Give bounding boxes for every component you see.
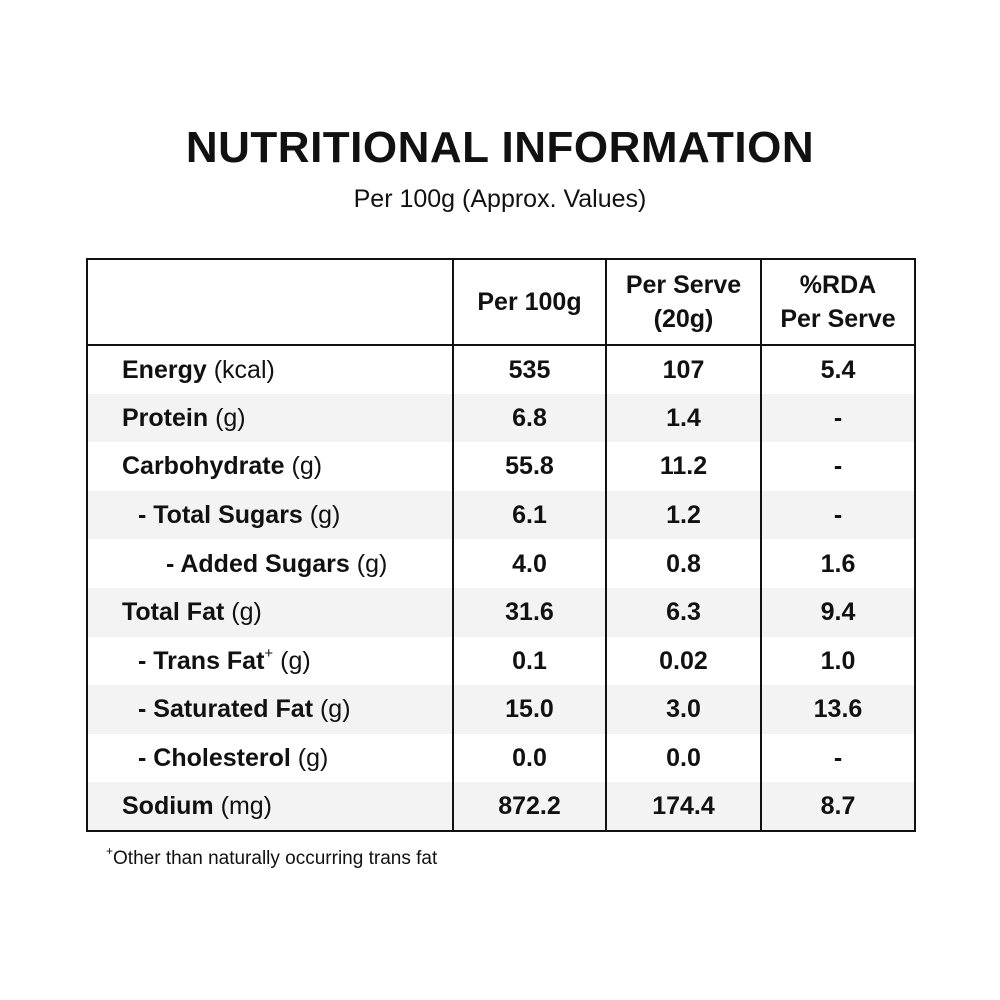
- header-per-100g: Per 100g: [452, 259, 606, 346]
- nutrient-name: Total Fat: [122, 598, 225, 627]
- nutrient-name: Carbohydrate: [122, 452, 285, 481]
- header-per-100g-label: Per 100g: [477, 288, 582, 316]
- rda-value: -: [760, 442, 915, 491]
- nutrient-name: Energy: [122, 355, 207, 384]
- footnote-marker: +: [106, 843, 114, 858]
- nutrient-unit: (g): [309, 501, 341, 530]
- trans-fat-superscript: +: [264, 644, 274, 662]
- page-subtitle: Per 100g (Approx. Values): [353, 185, 647, 213]
- nutrient-label: Carbohydrate (g): [87, 442, 453, 491]
- nutrient-unit: (g): [297, 744, 329, 773]
- rda-value: -: [760, 393, 915, 443]
- rda-value: 13.6: [760, 685, 915, 734]
- nutrient-unit: (g): [319, 695, 351, 724]
- header-nutrient: [87, 259, 453, 346]
- nutrient-label: - Trans Fat+ (g): [87, 637, 453, 686]
- nutrient-name: - Saturated Fat: [138, 695, 314, 724]
- rda-value: 9.4: [760, 587, 915, 637]
- per-serve-value: 0.0: [605, 733, 761, 783]
- nutrient-label: - Saturated Fat (g): [87, 685, 453, 734]
- per-serve-value: 6.3: [605, 587, 761, 637]
- nutrient-unit: (g): [356, 549, 388, 578]
- nutrient-name: - Added Sugars: [166, 549, 350, 578]
- header-rda-label: %RDA Per Serve: [780, 271, 896, 333]
- nutrient-name: - Trans Fat: [138, 646, 265, 675]
- per-100g-value: 15.0: [452, 685, 606, 734]
- table-row: - Cholesterol (g) 0.0 0.0 -: [87, 733, 915, 783]
- per-serve-value: 11.2: [605, 442, 761, 491]
- nutrient-name: Protein: [122, 403, 209, 432]
- nutrient-label: Energy (kcal): [87, 345, 453, 394]
- per-serve-value: 107: [605, 345, 761, 394]
- per-serve-value: 0.02: [605, 636, 761, 686]
- rda-value: 1.6: [760, 539, 915, 588]
- nutrient-name: Sodium: [122, 792, 214, 821]
- header-per-serve: Per Serve (20g): [605, 259, 761, 346]
- per-serve-value: 174.4: [605, 782, 761, 831]
- table-row: - Added Sugars (g) 4.0 0.8 1.6: [87, 539, 915, 588]
- rda-value: 5.4: [760, 345, 915, 394]
- nutrient-label: - Total Sugars (g): [87, 490, 453, 540]
- per-100g-value: 6.1: [452, 490, 606, 540]
- per-100g-value: 0.1: [452, 636, 606, 686]
- per-100g-value: 872.2: [452, 782, 606, 831]
- table-row: Total Fat (g) 31.6 6.3 9.4: [87, 587, 915, 637]
- rda-value: 8.7: [760, 782, 915, 831]
- per-100g-value: 31.6: [452, 587, 606, 637]
- table-row: - Total Sugars (g) 6.1 1.2 -: [87, 490, 915, 540]
- rda-value: -: [760, 733, 915, 783]
- per-100g-value: 535: [452, 345, 606, 394]
- footnote: +Other than naturally occurring trans fa…: [106, 843, 438, 872]
- nutrient-unit: (kcal): [213, 355, 275, 384]
- rda-value: 1.0: [760, 636, 915, 686]
- table-row: Carbohydrate (g) 55.8 11.2 -: [87, 442, 915, 491]
- table-row: - Saturated Fat (g) 15.0 3.0 13.6: [87, 685, 915, 734]
- nutrient-label: Protein (g): [87, 393, 453, 443]
- table-row: Energy (kcal) 535 107 5.4: [87, 345, 915, 394]
- per-100g-value: 4.0: [452, 539, 606, 588]
- per-serve-value: 1.4: [605, 393, 761, 443]
- nutrient-name: - Total Sugars: [138, 501, 303, 530]
- table-row: - Trans Fat+ (g) 0.1 0.02 1.0: [87, 636, 915, 686]
- nutrient-unit: (g): [215, 403, 246, 432]
- per-serve-value: 1.2: [605, 490, 761, 540]
- nutrient-label: Sodium (mg): [87, 782, 453, 831]
- table-row: Sodium (mg) 872.2 174.4 8.7: [87, 782, 915, 831]
- header-rda: %RDA Per Serve: [760, 259, 915, 346]
- rda-value: -: [760, 490, 915, 540]
- page-title: NUTRITIONAL INFORMATION: [185, 123, 815, 172]
- per-100g-value: 6.8: [452, 393, 606, 443]
- header-per-serve-label: Per Serve (20g): [625, 271, 742, 333]
- nutrient-label: - Added Sugars (g): [87, 539, 453, 588]
- nutrient-unit: (g): [291, 452, 323, 481]
- footnote-text: Other than naturally occurring trans fat: [113, 848, 438, 869]
- per-serve-value: 3.0: [605, 685, 761, 734]
- per-100g-value: 0.0: [452, 733, 606, 783]
- nutrient-label: Total Fat (g): [87, 587, 453, 637]
- nutrient-label: - Cholesterol (g): [87, 734, 453, 783]
- per-100g-value: 55.8: [452, 442, 606, 491]
- nutrient-unit: (g): [231, 598, 262, 627]
- table-row: Protein (g) 6.8 1.4 -: [87, 393, 915, 443]
- nutrient-unit: (mg): [220, 792, 273, 821]
- nutrition-table: Per 100g Per Serve (20g) %RDA Per Serve En…: [86, 258, 916, 832]
- nutrient-unit: (g): [280, 646, 311, 675]
- nutrient-name: - Cholesterol: [138, 744, 291, 773]
- table-header-row: Per 100g Per Serve (20g) %RDA Per Serve: [87, 259, 915, 346]
- per-serve-value: 0.8: [605, 539, 761, 588]
